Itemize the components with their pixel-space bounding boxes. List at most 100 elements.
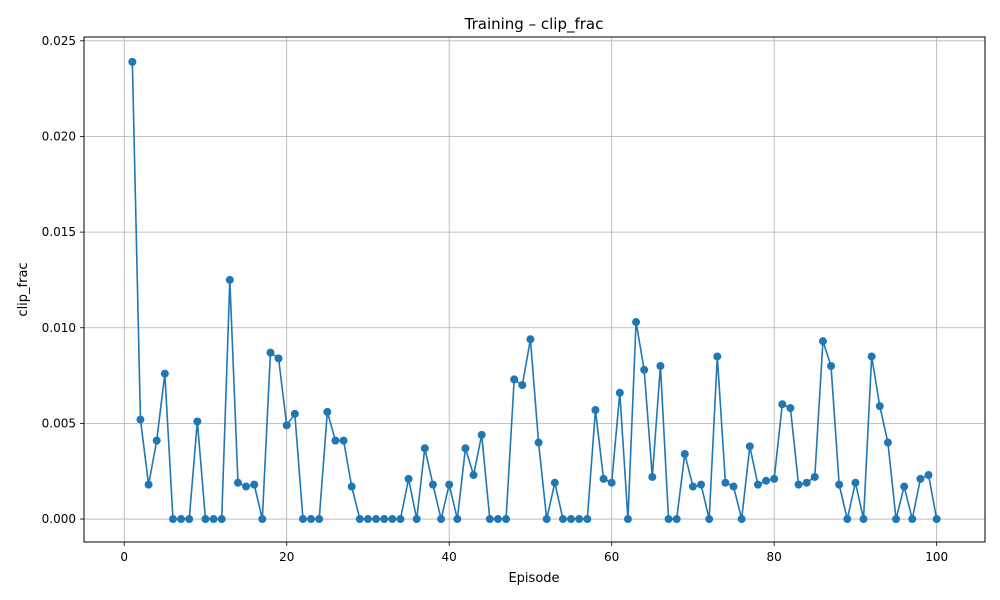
data-point <box>818 337 827 346</box>
data-point <box>250 480 259 489</box>
data-point <box>672 515 681 524</box>
series-line <box>131 61 938 520</box>
x-tick-label: 80 <box>767 550 782 564</box>
data-point <box>705 515 714 524</box>
data-point <box>745 442 754 451</box>
data-point <box>518 381 527 390</box>
data-point <box>355 515 364 524</box>
x-tick-label: 20 <box>279 550 294 564</box>
data-point <box>623 515 632 524</box>
data-point <box>810 472 819 481</box>
data-point <box>697 480 706 489</box>
data-point <box>160 369 169 378</box>
chart-title: Training – clip_frac <box>464 15 604 34</box>
data-point <box>502 515 511 524</box>
data-point <box>315 515 324 524</box>
data-point <box>445 480 454 489</box>
data-point <box>193 417 202 426</box>
x-tick-label: 40 <box>442 550 457 564</box>
data-point <box>363 515 372 524</box>
data-point <box>770 474 779 483</box>
data-point <box>762 476 771 485</box>
data-point <box>656 362 665 371</box>
data-point <box>680 450 689 459</box>
data-point <box>339 436 348 445</box>
data-point <box>851 478 860 487</box>
data-point <box>185 515 194 524</box>
data-point <box>461 444 470 453</box>
data-point <box>640 365 649 374</box>
data-point <box>737 515 746 524</box>
y-axis-label: clip_frac <box>16 262 31 316</box>
data-point <box>380 515 389 524</box>
data-point <box>867 352 876 361</box>
data-point <box>177 515 186 524</box>
data-point <box>437 515 446 524</box>
data-point <box>469 471 478 480</box>
data-point <box>225 275 234 284</box>
data-point <box>794 480 803 489</box>
x-axis-label: Episode <box>508 571 559 586</box>
x-axis: 0 20 40 60 80 100 <box>120 542 948 564</box>
data-point <box>453 515 462 524</box>
data-point <box>242 482 251 491</box>
data-point <box>875 402 884 411</box>
data-point <box>827 362 836 371</box>
data-point <box>428 480 437 489</box>
x-tick-label: 0 <box>120 550 128 564</box>
data-point <box>786 404 795 413</box>
y-tick-label: 0.005 <box>42 416 76 430</box>
data-point <box>493 515 502 524</box>
data-point <box>144 480 153 489</box>
x-tick-label: 100 <box>925 550 948 564</box>
data-point <box>721 478 730 487</box>
data-point <box>510 375 519 384</box>
data-point <box>664 515 673 524</box>
data-point <box>266 348 275 357</box>
data-point <box>323 407 332 416</box>
data-point <box>542 515 551 524</box>
data-point <box>534 438 543 447</box>
data-point <box>802 478 811 487</box>
data-point <box>136 415 145 424</box>
data-point <box>331 436 340 445</box>
data-point <box>729 482 738 491</box>
data-point <box>201 515 210 524</box>
data-point <box>778 400 787 409</box>
data-point <box>128 57 137 66</box>
data-point <box>307 515 316 524</box>
y-tick-label: 0.015 <box>42 225 76 239</box>
data-point <box>835 480 844 489</box>
y-tick-label: 0.020 <box>42 129 76 143</box>
data-point <box>550 478 559 487</box>
data-point <box>924 471 933 480</box>
data-point <box>298 515 307 524</box>
data-point <box>282 421 291 430</box>
data-point <box>485 515 494 524</box>
grid <box>84 37 985 542</box>
data-point <box>843 515 852 524</box>
data-point <box>477 430 486 439</box>
data-point <box>632 318 641 327</box>
data-point <box>932 515 941 524</box>
data-point <box>908 515 917 524</box>
series-layer <box>128 57 941 524</box>
data-point <box>607 478 616 487</box>
data-point <box>583 515 592 524</box>
data-point <box>290 409 299 418</box>
data-point <box>713 352 722 361</box>
data-point <box>567 515 576 524</box>
data-point <box>753 480 762 489</box>
data-point <box>688 482 697 491</box>
data-point <box>526 335 535 344</box>
data-point <box>396 515 405 524</box>
plot-frame <box>83 36 986 543</box>
data-point <box>558 515 567 524</box>
y-tick-label: 0.025 <box>42 34 76 48</box>
data-point <box>372 515 381 524</box>
data-point <box>648 472 657 481</box>
data-point <box>412 515 421 524</box>
data-point <box>599 474 608 483</box>
